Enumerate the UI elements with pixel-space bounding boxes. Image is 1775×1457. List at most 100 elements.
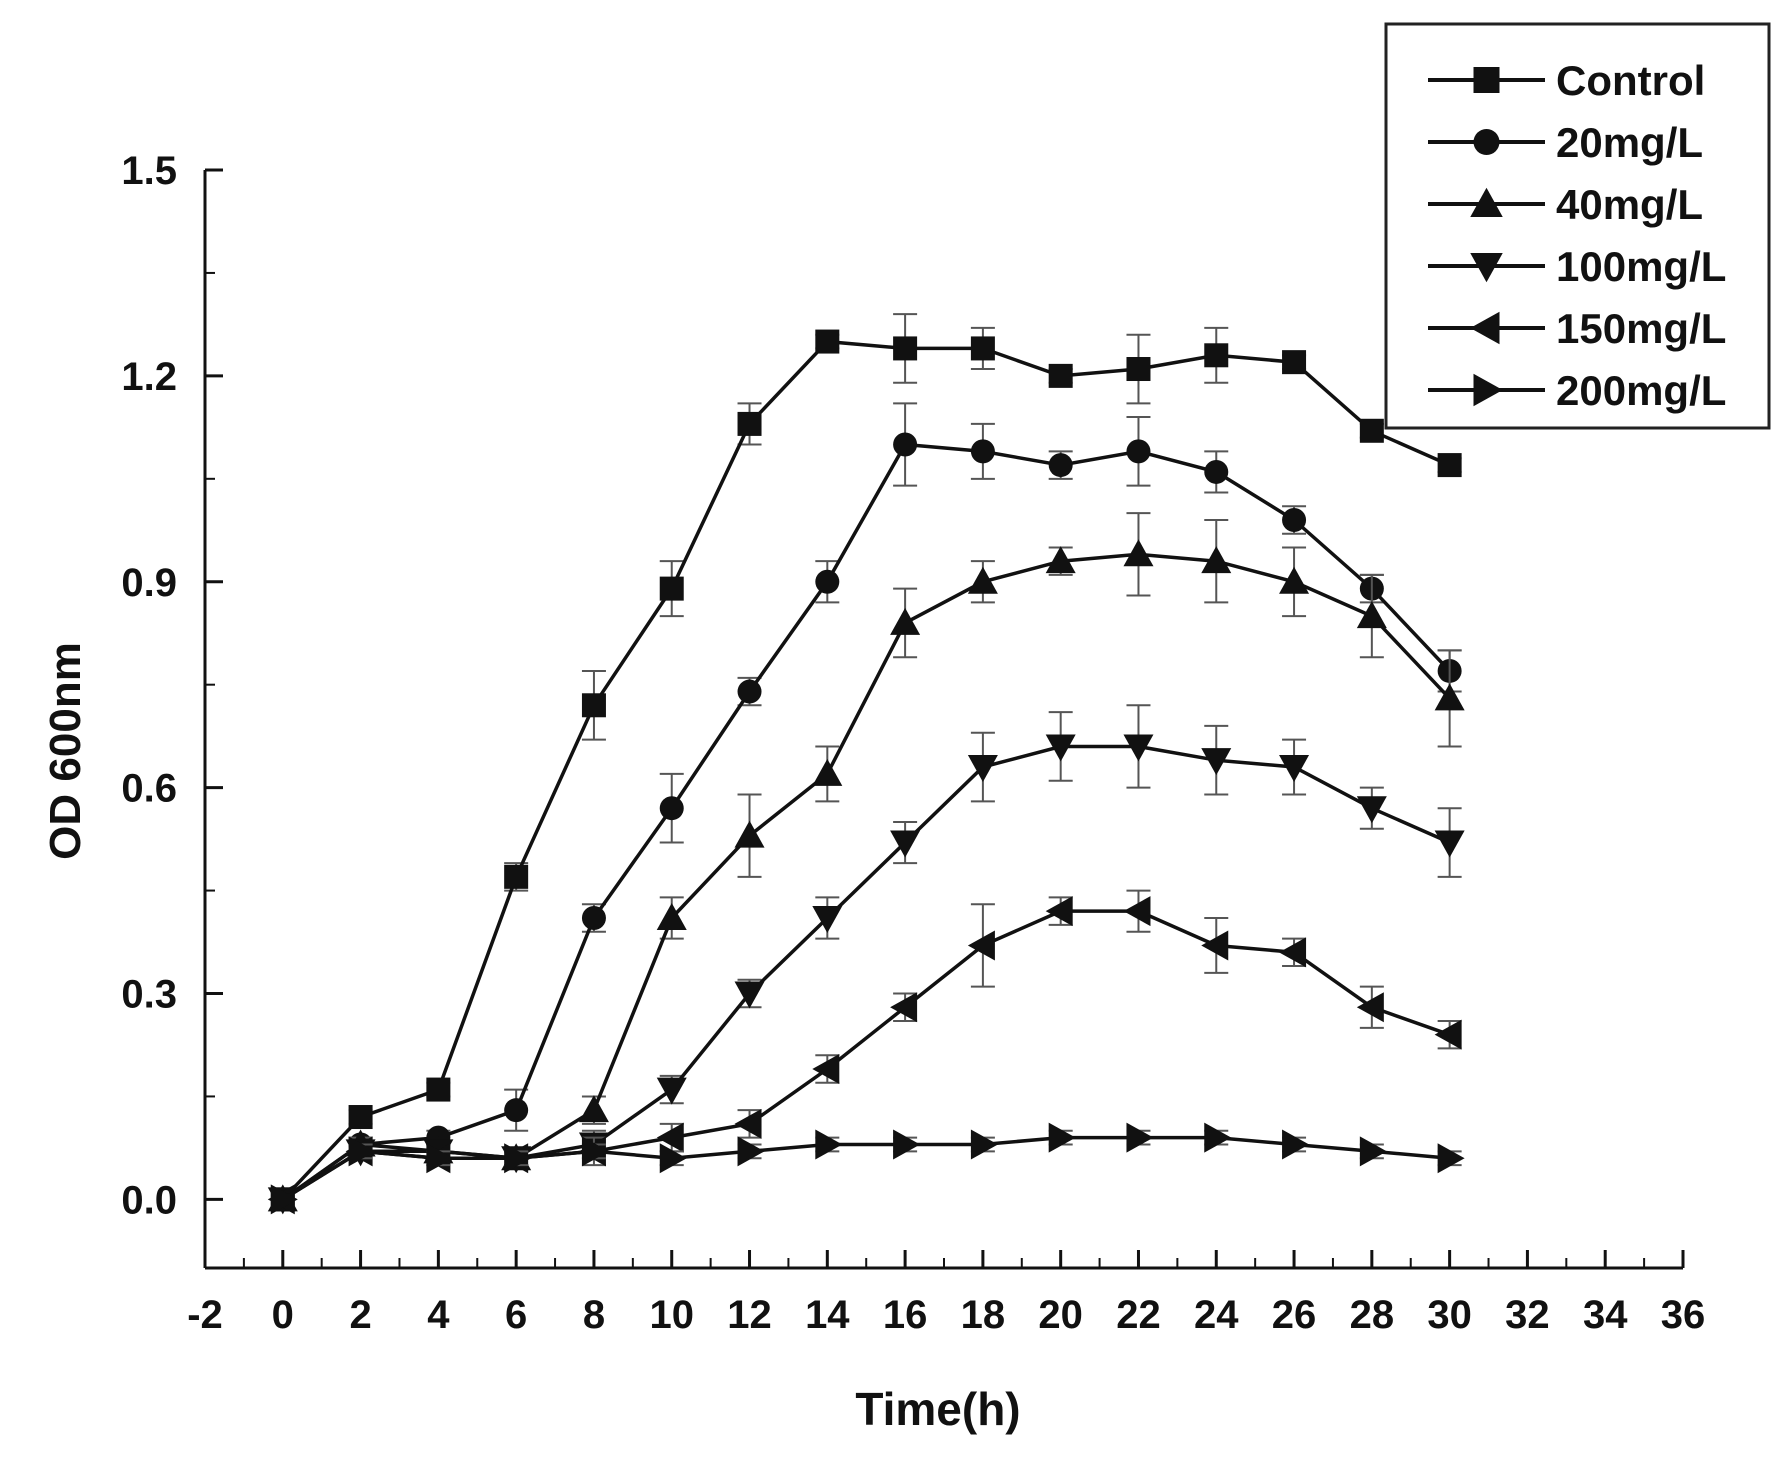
data-point: [890, 992, 918, 1023]
data-point: [1045, 896, 1073, 927]
data-point: [893, 432, 918, 457]
x-tick-label: 2: [349, 1293, 371, 1337]
series-line: [281, 442, 1451, 1201]
data-point: [1356, 992, 1384, 1023]
data-point: [504, 1098, 529, 1123]
data-point: [1123, 734, 1154, 762]
data-point: [581, 906, 606, 931]
y-tick-label: 1.2: [121, 355, 177, 399]
data-point: [893, 1129, 921, 1160]
legend-label: 150mg/L: [1556, 305, 1726, 352]
data-point: [967, 930, 995, 961]
x-tick-label: -2: [187, 1293, 223, 1337]
x-tick-label: 34: [1583, 1293, 1628, 1337]
x-tick-label: 4: [427, 1293, 450, 1337]
legend-marker: [1470, 253, 1503, 283]
data-point: [737, 679, 762, 704]
x-tick-label: 32: [1505, 1293, 1550, 1337]
legend-label: 40mg/L: [1556, 181, 1703, 228]
legend-label: 200mg/L: [1556, 367, 1726, 414]
data-point: [1126, 439, 1151, 464]
data-point: [581, 693, 606, 718]
data-point: [1282, 1129, 1310, 1160]
x-tick-label: 6: [505, 1293, 527, 1337]
legend-marker: [1470, 187, 1503, 217]
data-point: [815, 569, 840, 594]
data-point: [1126, 1122, 1154, 1153]
data-point: [734, 820, 765, 848]
data-point: [970, 1129, 998, 1160]
data-point: [659, 576, 684, 601]
data-point: [815, 329, 840, 354]
data-point: [1359, 418, 1384, 443]
data-point: [348, 1136, 376, 1167]
data-point: [1434, 1019, 1462, 1050]
data-point: [812, 1053, 840, 1084]
data-point: [1126, 357, 1151, 382]
data-point: [426, 1077, 451, 1102]
data-point: [812, 758, 843, 786]
data-point: [970, 439, 995, 464]
data-point: [734, 981, 765, 1009]
x-tick-label: 24: [1194, 1293, 1239, 1337]
data-point: [578, 1095, 609, 1123]
legend-item: 150mg/L: [1428, 305, 1726, 352]
data-point: [970, 336, 995, 361]
data-point: [1434, 830, 1465, 858]
legend-marker: [1473, 67, 1500, 93]
legend-marker: [1473, 373, 1503, 407]
data-point: [815, 1129, 843, 1160]
data-point: [893, 336, 918, 361]
data-point: [656, 1122, 684, 1153]
data-point: [426, 1143, 454, 1174]
data-point: [504, 864, 529, 889]
series-square: [270, 313, 1462, 1212]
data-point: [270, 1184, 298, 1215]
x-tick-label: 18: [961, 1293, 1006, 1337]
x-tick-label: 10: [649, 1293, 694, 1337]
data-point: [1282, 350, 1307, 375]
data-point: [734, 1108, 762, 1139]
data-point: [812, 906, 843, 934]
data-point: [1434, 683, 1465, 711]
data-point: [1045, 546, 1076, 574]
data-point: [890, 830, 921, 858]
x-tick-label: 8: [583, 1293, 605, 1337]
y-tick-label: 0.6: [121, 767, 177, 811]
y-tick-label: 0.9: [121, 561, 177, 605]
data-point: [1356, 601, 1387, 629]
series-line: [281, 744, 1451, 1201]
series-triangle-right: [270, 1122, 1465, 1215]
data-point: [656, 1077, 687, 1105]
series-line: [281, 339, 1451, 1201]
data-point: [1123, 896, 1151, 927]
x-tick-label: 36: [1661, 1293, 1706, 1337]
y-tick-label: 0.3: [121, 973, 177, 1017]
data-point: [1204, 1122, 1232, 1153]
series-triangle-up: [267, 512, 1465, 1212]
y-tick-label: 0.0: [121, 1178, 177, 1222]
data-point: [1201, 546, 1232, 574]
data-point: [1048, 363, 1073, 388]
data-point: [1204, 459, 1229, 484]
data-point: [659, 796, 684, 821]
data-point: [659, 1143, 687, 1174]
legend-item: 100mg/L: [1428, 243, 1726, 290]
plot-series: [267, 313, 1465, 1215]
x-tick-label: 30: [1427, 1293, 1472, 1337]
data-point: [1279, 566, 1310, 594]
data-point: [737, 1136, 765, 1167]
legend-item: 20mg/L: [1428, 119, 1703, 166]
data-point: [737, 411, 762, 436]
data-point: [581, 1136, 609, 1167]
data-point: [967, 755, 998, 783]
x-tick-label: 20: [1038, 1293, 1083, 1337]
x-tick-label: 14: [805, 1293, 850, 1337]
x-tick-label: 26: [1272, 1293, 1317, 1337]
data-point: [1279, 937, 1307, 968]
series-line: [281, 552, 1451, 1201]
x-tick-label: 12: [727, 1293, 772, 1337]
legend: Control 20mg/L 40mg/L 100mg/L 150mg/L 200mg/L: [1384, 22, 1771, 430]
data-point: [1201, 748, 1232, 776]
data-point: [1045, 734, 1076, 762]
